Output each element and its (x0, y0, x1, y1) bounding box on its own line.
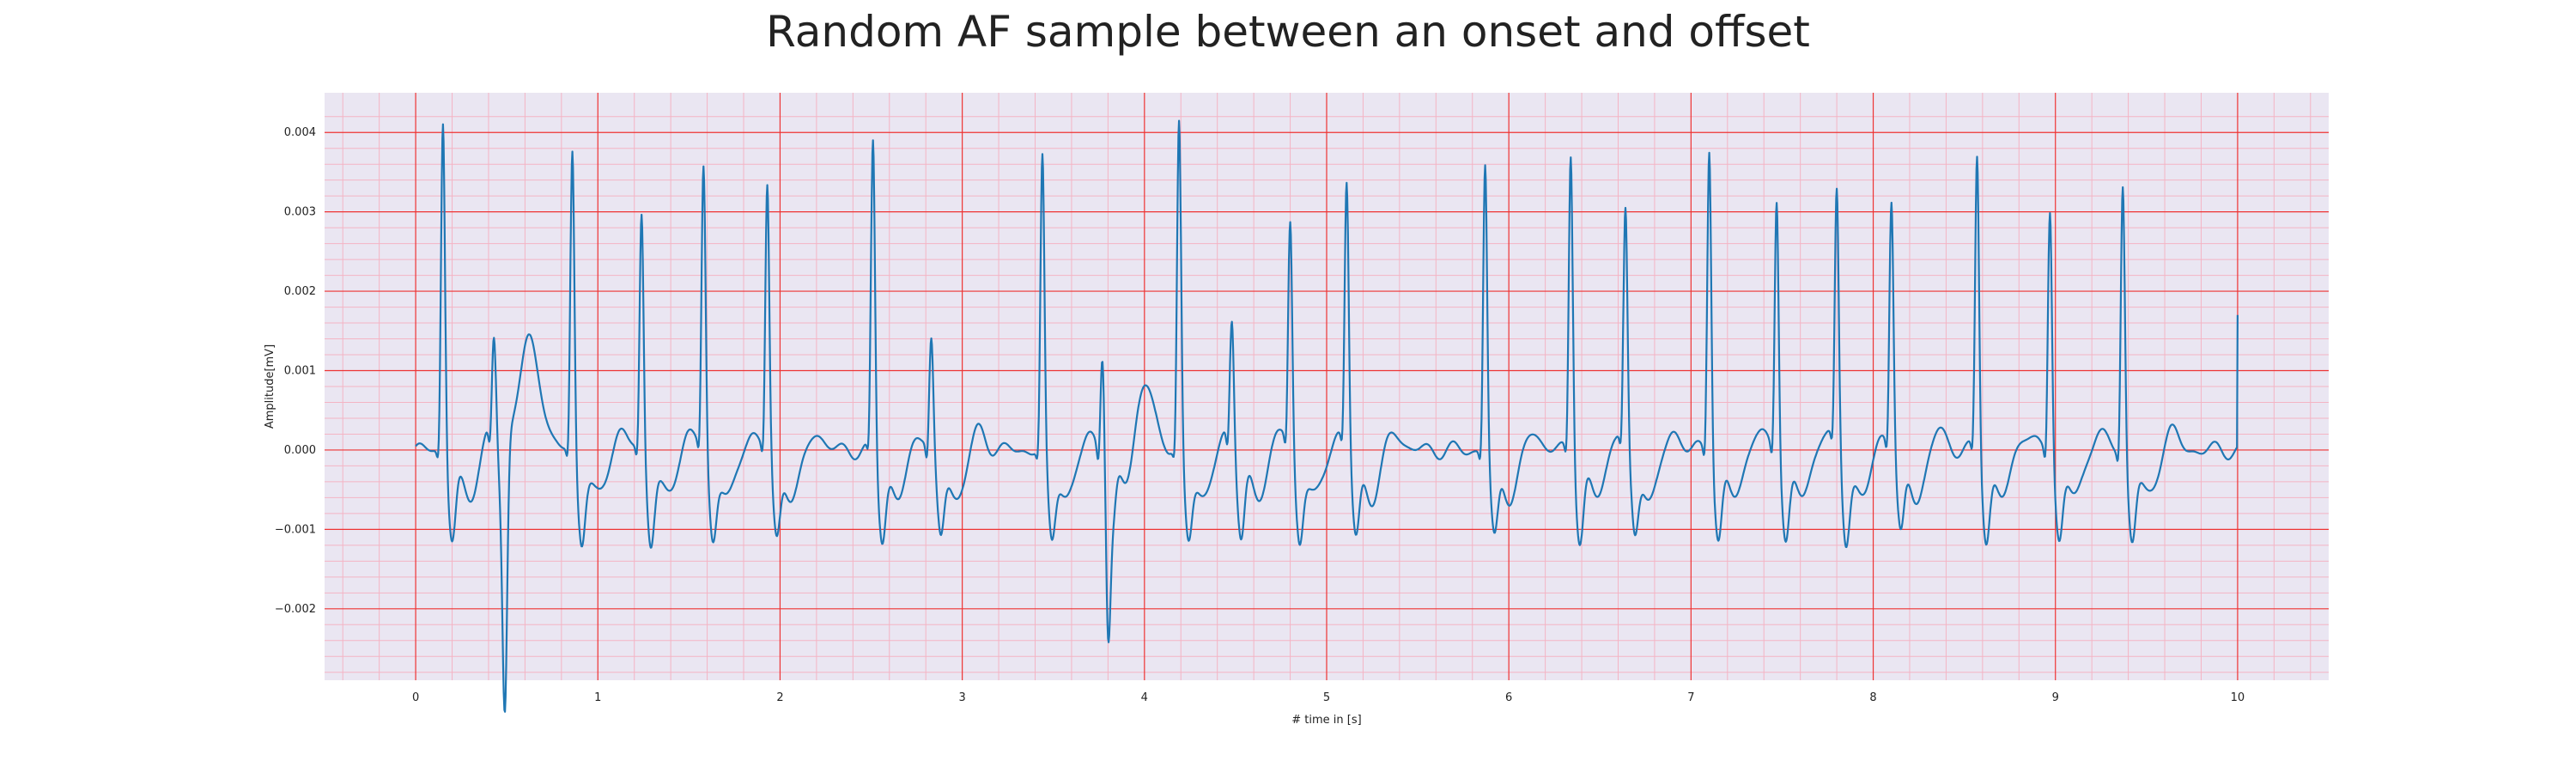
x-tick-label: 0 (412, 691, 419, 704)
x-axis-label: # time in [s] (1291, 714, 1361, 727)
y-axis-label: Amplitude[mV] (264, 344, 276, 429)
x-tick-label: 1 (594, 691, 601, 704)
x-tick-label: 7 (1687, 691, 1694, 704)
x-tick-label: 3 (958, 691, 965, 704)
x-tick-label: 9 (2052, 691, 2059, 704)
x-tick-label: 6 (1505, 691, 1512, 704)
x-tick-labels: 0 1 2 3 4 5 6 7 8 9 10 (412, 691, 2245, 704)
x-tick-label: 2 (776, 691, 783, 704)
y-tick-label: 0.003 (284, 206, 316, 219)
x-tick-label: 8 (1869, 691, 1876, 704)
x-tick-label: 4 (1141, 691, 1148, 704)
chart-title: Random AF sample between an onset and of… (766, 7, 1810, 57)
ecg-signal-line (415, 119, 2239, 713)
y-tick-label: 0.000 (284, 444, 316, 457)
x-tick-label: 10 (2231, 691, 2245, 704)
y-tick-label: −0.001 (275, 523, 316, 536)
x-tick-label: 5 (1323, 691, 1330, 704)
y-tick-label: −0.002 (275, 603, 316, 616)
y-tick-labels: −0.002 −0.001 0.000 0.001 0.002 0.003 0.004 (275, 126, 316, 616)
y-tick-label: 0.004 (284, 126, 316, 139)
y-tick-label: 0.001 (284, 365, 316, 378)
y-tick-label: 0.002 (284, 285, 316, 298)
